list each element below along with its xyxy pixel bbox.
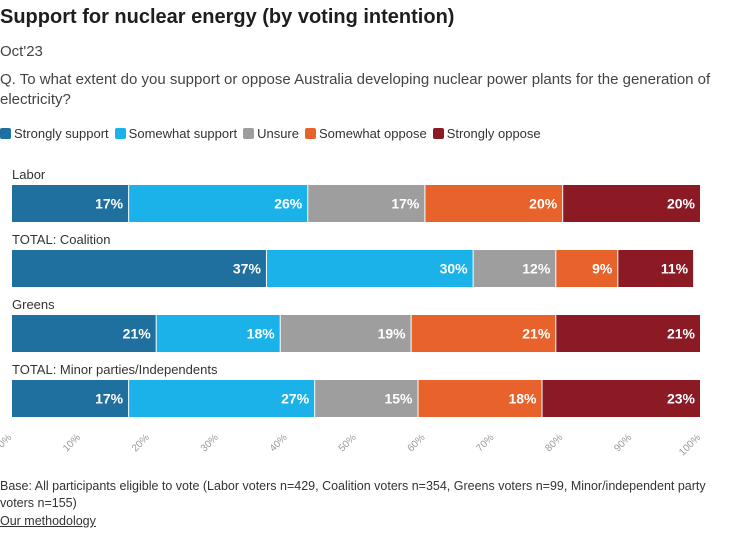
legend-swatch xyxy=(243,128,255,139)
bar-segment xyxy=(156,315,280,352)
x-tick-label: 0% xyxy=(0,432,14,450)
x-tick-label: 10% xyxy=(61,432,83,454)
legend-item-somewhat-support: Somewhat support xyxy=(114,126,238,141)
survey-question: Q. To what extent do you support or oppo… xyxy=(0,71,711,108)
data-label: 17% xyxy=(391,196,420,212)
legend-item-somewhat-oppose: Somewhat oppose xyxy=(305,126,427,141)
legend-swatch xyxy=(305,128,316,139)
bar-segment xyxy=(542,380,700,417)
x-tick-label: 20% xyxy=(130,432,152,454)
legend-label: Somewhat oppose xyxy=(319,126,427,141)
data-label: 18% xyxy=(508,391,537,407)
legend-label: Strongly support xyxy=(14,126,109,141)
bar-segment xyxy=(12,250,266,287)
legend-item-strongly-oppose: Strongly oppose xyxy=(432,126,541,141)
data-label: 26% xyxy=(274,196,303,212)
legend-swatch xyxy=(0,128,11,139)
data-label: 18% xyxy=(247,326,276,342)
bar-segment xyxy=(12,380,129,417)
legend-item-unsure: Unsure xyxy=(243,126,299,141)
x-tick-label: 80% xyxy=(543,432,565,454)
stacked-bar-chart: Labor 17% 26% 17% 20% 20% TOTAL: Coalition 37% 3… xyxy=(0,167,703,458)
bar-segment xyxy=(12,315,156,352)
bar-segment xyxy=(266,250,473,287)
bar-segment xyxy=(556,250,618,287)
data-label: 30% xyxy=(440,261,469,277)
bar-segment xyxy=(556,315,700,352)
bar-segment xyxy=(129,185,308,222)
data-label: 27% xyxy=(281,391,310,407)
bar-segment xyxy=(411,315,556,352)
x-tick-label: 40% xyxy=(268,432,290,454)
legend-label: Unsure xyxy=(257,126,299,141)
data-label: 21% xyxy=(667,326,696,342)
bar-segment xyxy=(473,250,556,287)
row-label: TOTAL: Coalition xyxy=(12,232,111,247)
legend-item-strongly-support: Strongly support xyxy=(0,126,109,141)
x-tick-label: 90% xyxy=(612,432,634,454)
legend-label: Strongly oppose xyxy=(446,126,541,141)
x-tick-label: 30% xyxy=(199,432,221,454)
bar-segment xyxy=(418,380,542,417)
bar-segment xyxy=(563,185,700,222)
x-tick-label: 100% xyxy=(677,432,703,458)
data-label: 9% xyxy=(592,261,613,277)
bar-segment xyxy=(129,380,315,417)
data-label: 19% xyxy=(378,326,407,342)
data-label: 21% xyxy=(123,326,152,342)
x-tick-label: 50% xyxy=(337,432,359,454)
legend-label: Somewhat support xyxy=(128,126,238,141)
x-tick-label: 60% xyxy=(406,432,428,454)
base-note: Base: All participants eligible to vote … xyxy=(0,479,706,510)
data-label: 23% xyxy=(667,391,696,407)
data-label: 20% xyxy=(667,196,696,212)
row-label: Labor xyxy=(12,167,46,182)
data-label: 37% xyxy=(233,261,262,277)
bar-segment xyxy=(315,380,418,417)
chart-subtitle: Oct'23 xyxy=(0,43,43,60)
bar-segment xyxy=(280,315,411,352)
x-tick-label: 70% xyxy=(474,432,496,454)
bar-segment xyxy=(618,250,694,287)
legend-swatch xyxy=(432,128,444,139)
data-label: 11% xyxy=(661,261,689,277)
data-label: 12% xyxy=(522,261,551,277)
bar-segment xyxy=(425,185,563,222)
row-label: Greens xyxy=(12,297,55,312)
legend-swatch xyxy=(114,128,126,139)
data-label: 21% xyxy=(522,326,551,342)
chart-title: Support for nuclear energy (by voting in… xyxy=(0,6,455,28)
data-label: 15% xyxy=(384,391,413,407)
legend: Strongly support Somewhat support Unsure… xyxy=(0,126,547,141)
data-label: 17% xyxy=(95,196,124,212)
bar-segment xyxy=(308,185,425,222)
data-label: 20% xyxy=(529,196,558,212)
methodology-link[interactable]: Our methodology xyxy=(0,514,96,528)
row-label: TOTAL: Minor parties/Independents xyxy=(12,362,218,377)
data-label: 17% xyxy=(95,391,124,407)
bar-segment xyxy=(12,185,129,222)
